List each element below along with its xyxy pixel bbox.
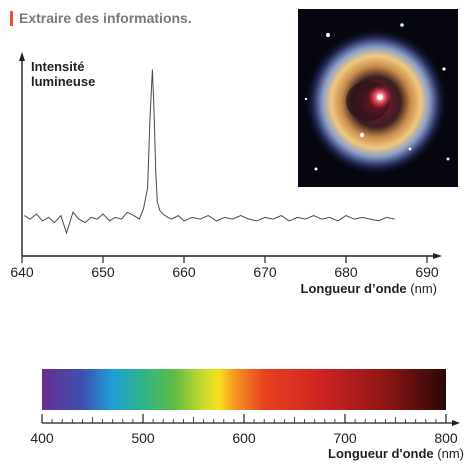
y-axis-label-line2: lumineuse xyxy=(31,74,95,89)
scale-tick-label: 800 xyxy=(434,430,458,446)
spectrum-series-line xyxy=(24,69,395,235)
section-header: Extraire des informations. xyxy=(10,9,192,27)
scale-tick-label: 600 xyxy=(232,430,256,446)
header-title: Extraire des informations. xyxy=(19,10,192,26)
x-tick-label: 690 xyxy=(415,264,439,280)
x-tick-label: 660 xyxy=(172,264,196,280)
scale-tick-label: 500 xyxy=(131,430,155,446)
scale-tick-label: 400 xyxy=(30,430,54,446)
x-tick-label: 670 xyxy=(253,264,277,280)
x-tick-label: 680 xyxy=(334,264,358,280)
y-axis-arrow xyxy=(19,52,25,61)
scale-axis-arrow xyxy=(452,420,460,426)
emission-spectrum-chart: Intensité lumineuse 640 650 660 670 680 690 L… xyxy=(10,52,442,296)
scale-axis-label: Longueur d'onde (nm) xyxy=(328,446,464,461)
scale-tick-label: 700 xyxy=(333,430,357,446)
spectrum-color-bar xyxy=(42,369,446,410)
x-tick-label: 640 xyxy=(10,264,34,280)
header-accent-bar xyxy=(10,10,13,26)
x-axis-label: Longueur d’onde (nm) xyxy=(301,281,438,296)
y-axis-label-line1: Intensité xyxy=(31,59,84,74)
x-tick-label: 650 xyxy=(91,264,115,280)
star-photo xyxy=(298,9,458,187)
star-nebula-photo-icon xyxy=(298,9,458,187)
x-axis-arrow xyxy=(433,253,442,259)
